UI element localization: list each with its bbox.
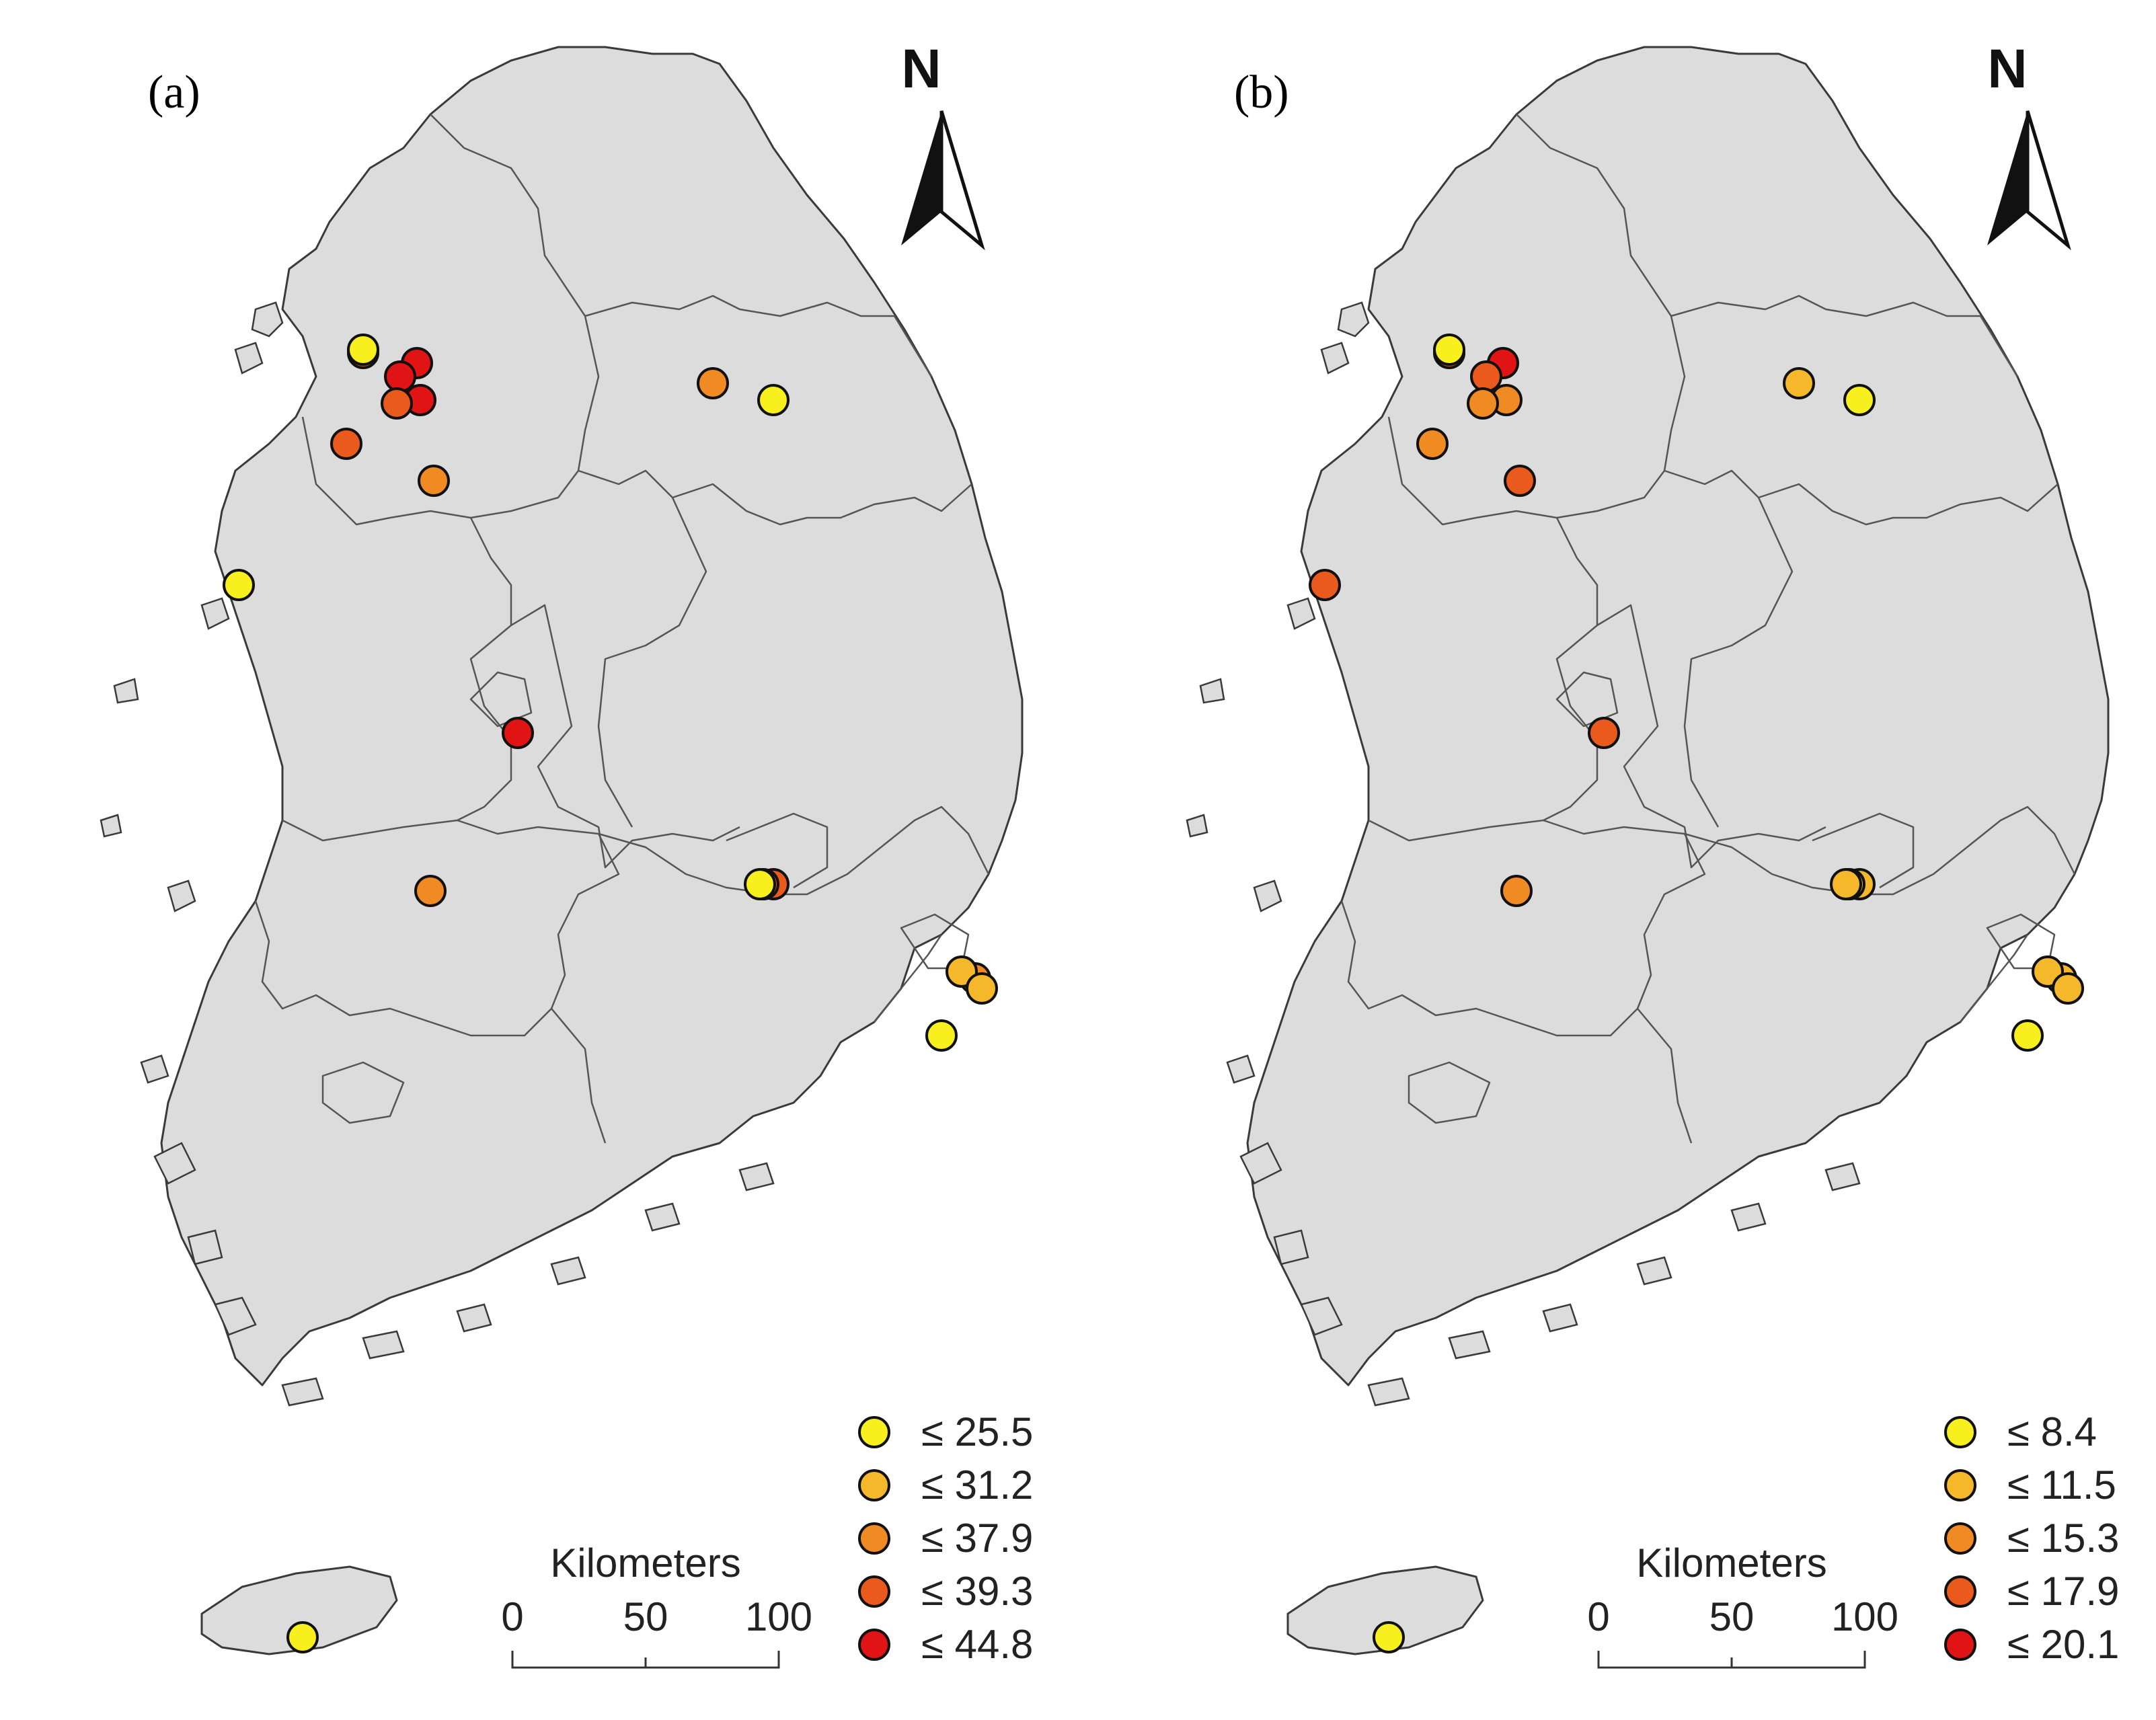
- north-arrow-b: N: [1987, 38, 2068, 245]
- north-letter-a: N: [901, 38, 941, 100]
- station-marker: [384, 360, 416, 393]
- station-marker: [502, 717, 534, 749]
- scale-tick-label-b-0: 0: [1587, 1594, 1609, 1639]
- station-marker: [1470, 360, 1502, 393]
- station-marker: [2052, 972, 2084, 1005]
- station-marker: [1467, 387, 1499, 420]
- legend-a: ≤ 25.5 ≤ 31.2 ≤ 37.9 ≤ 39.3 ≤ 44.8: [858, 1409, 1033, 1667]
- legend-label: ≤ 31.2: [921, 1462, 1033, 1508]
- station-marker: [1588, 717, 1620, 749]
- station-marker: [2011, 1019, 2044, 1052]
- station-marker: [697, 367, 729, 399]
- legend-label: ≤ 39.3: [921, 1569, 1033, 1614]
- station-marker: [381, 387, 413, 420]
- scale-tick-label-a-2: 100: [745, 1594, 812, 1639]
- station-marker: [1416, 428, 1449, 460]
- legend-label: ≤ 20.1: [2007, 1622, 2119, 1667]
- station-marker: [418, 465, 450, 497]
- legend-b: ≤ 8.4 ≤ 11.5 ≤ 15.3 ≤ 17.9 ≤ 20.1: [1944, 1409, 2119, 1667]
- legend-label: ≤ 25.5: [921, 1409, 1033, 1454]
- north-arrow-icon-b: [1987, 111, 2068, 245]
- legend-swatch: [1944, 1469, 1976, 1501]
- station-marker: [223, 569, 255, 601]
- legend-swatch: [858, 1469, 890, 1501]
- legend-swatch: [858, 1416, 890, 1448]
- legend-label: ≤ 11.5: [2007, 1462, 2116, 1508]
- station-marker: [1373, 1621, 1405, 1653]
- legend-label: ≤ 44.8: [921, 1622, 1033, 1667]
- north-arrow-icon-a: [901, 111, 982, 245]
- station-marker: [330, 428, 362, 460]
- station-marker: [1783, 367, 1815, 399]
- station-marker: [966, 972, 998, 1005]
- korea-basemap-a: [100, 46, 1024, 1655]
- korea-basemap-b: [1186, 46, 2110, 1655]
- station-marker: [1830, 868, 1862, 900]
- legend-label: ≤ 8.4: [2007, 1409, 2097, 1454]
- legend-label: ≤ 15.3: [2007, 1516, 2119, 1561]
- scale-tick-label-a-0: 0: [501, 1594, 523, 1639]
- scale-tick-label-b-2: 100: [1831, 1594, 1898, 1639]
- scale-title-a: Kilometers: [550, 1540, 740, 1586]
- legend-swatch: [1944, 1629, 1976, 1661]
- station-marker: [1504, 465, 1536, 497]
- scale-tick-label-a-1: 50: [623, 1594, 668, 1639]
- panel-label-b: (b): [1234, 67, 1289, 118]
- station-marker: [925, 1019, 958, 1052]
- station-marker: [1500, 875, 1533, 907]
- scale-bar-line-b: [1597, 1651, 1866, 1669]
- station-markers-b: [1309, 334, 2084, 1653]
- north-arrow-a: N: [901, 38, 982, 245]
- legend-label: ≤ 17.9: [2007, 1569, 2119, 1614]
- panel-b: (b) N ≤ 8.4 ≤ 11.5 ≤ 15.3 ≤ 17.9 ≤ 20.1 Kilo…: [1186, 38, 2119, 1669]
- legend-swatch: [858, 1575, 890, 1608]
- station-marker: [286, 1621, 319, 1653]
- north-letter-b: N: [1987, 38, 2027, 100]
- station-marker: [1433, 334, 1465, 366]
- scale-tick-label-b-1: 50: [1709, 1594, 1755, 1639]
- station-marker: [1843, 384, 1876, 416]
- scale-bar-line-a: [511, 1651, 780, 1669]
- station-marker: [757, 384, 790, 416]
- legend-label: ≤ 37.9: [921, 1516, 1033, 1561]
- legend-swatch: [1944, 1416, 1976, 1448]
- station-marker: [744, 868, 776, 900]
- station-marker: [347, 334, 379, 366]
- station-marker: [1309, 569, 1341, 601]
- legend-swatch: [858, 1522, 890, 1555]
- legend-swatch: [858, 1629, 890, 1661]
- panel-a: (a) N ≤ 25.5 ≤ 31.2 ≤ 37.9 ≤ 39.3 ≤ 44.8 Kil…: [100, 38, 1033, 1669]
- legend-swatch: [1944, 1522, 1976, 1555]
- station-marker: [414, 875, 447, 907]
- scale-bar-b: Kilometers 0 50 100: [1587, 1540, 1898, 1669]
- scale-title-b: Kilometers: [1636, 1540, 1826, 1586]
- scale-bar-a: Kilometers 0 50 100: [501, 1540, 812, 1669]
- panel-label-a: (a): [148, 67, 200, 118]
- station-markers-a: [223, 334, 998, 1653]
- legend-swatch: [1944, 1575, 1976, 1608]
